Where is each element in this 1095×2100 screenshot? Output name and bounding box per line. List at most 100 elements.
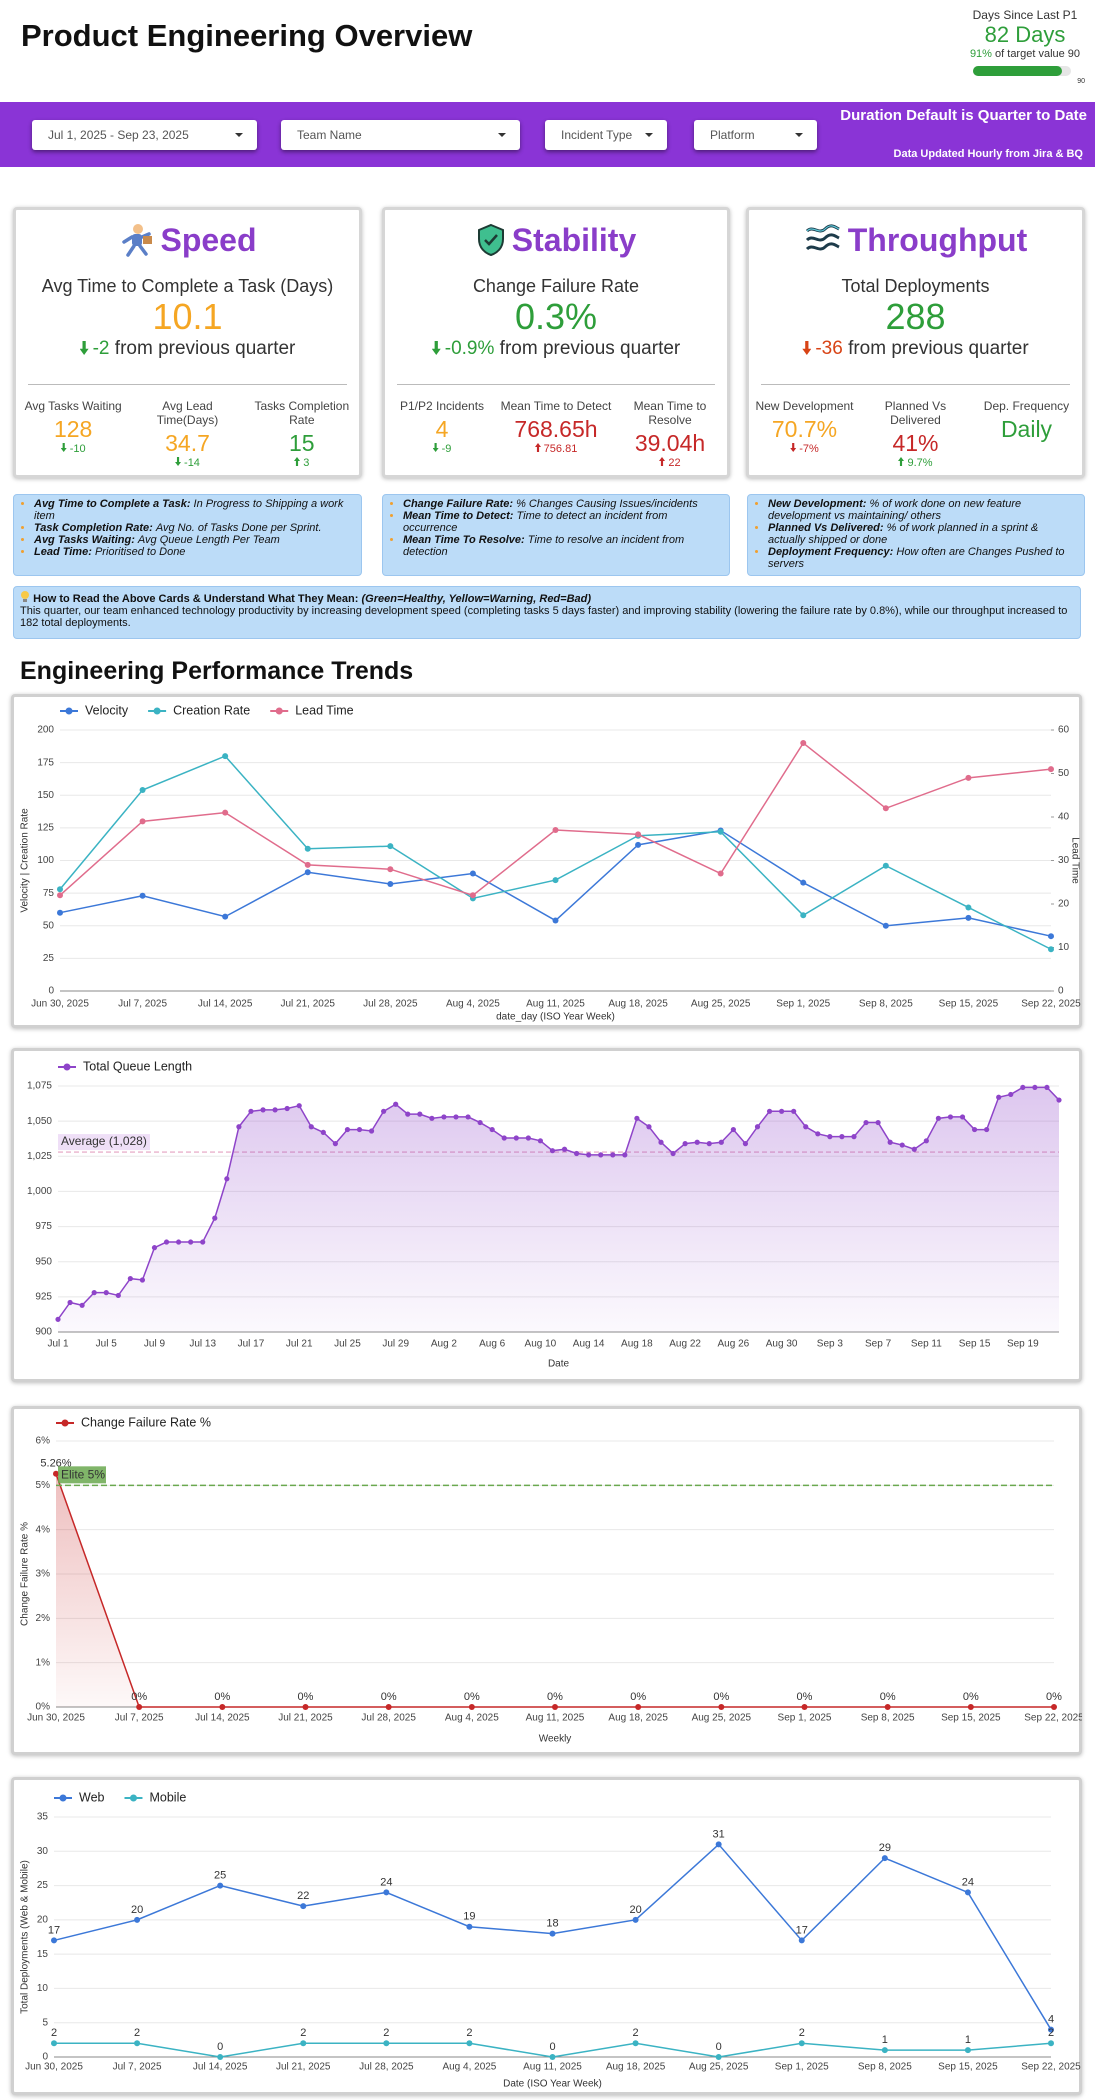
x-tick-label: Jul 28, 2025 xyxy=(361,1713,416,1724)
data-point xyxy=(965,904,972,911)
data-point xyxy=(55,1316,61,1322)
legend-marker xyxy=(63,1063,71,1071)
submetric-value: 15 xyxy=(289,430,315,456)
submetric-label: Avg Lead Time(Days) xyxy=(156,399,219,427)
note-text: % of work planned in a sprint & actually… xyxy=(768,522,1039,546)
throughput-notes: New Development: % of work done on new f… xyxy=(747,494,1085,576)
data-label: 0% xyxy=(214,1691,230,1703)
data-point xyxy=(53,1470,59,1477)
data-point xyxy=(791,1108,797,1114)
trend-arrow xyxy=(659,457,665,466)
submetric: New Development 70.7% -7% xyxy=(749,399,860,469)
y2-tick-label: 50 xyxy=(1058,768,1070,779)
submetric-delta: 3 xyxy=(303,457,310,469)
data-point xyxy=(387,843,394,850)
y-tick-label: 125 xyxy=(37,823,54,834)
x-tick-label: Sep 1, 2025 xyxy=(778,1713,832,1724)
y-tick-label: 30 xyxy=(37,1846,49,1857)
data-point xyxy=(899,1142,905,1148)
data-point xyxy=(525,1135,531,1141)
data-point xyxy=(134,2040,141,2047)
note-text: Time to resolve an incident from detecti… xyxy=(403,534,685,558)
card-metric-value: 288 xyxy=(885,296,946,337)
banner-subtitle: Data Updated Hourly from Jira & BQ xyxy=(893,148,1083,160)
card-header: Stability xyxy=(385,220,727,260)
date-range-filter[interactable]: Jul 1, 2025 - Sep 23, 2025 xyxy=(32,120,257,150)
submetric-delta: 9.7% xyxy=(907,457,933,469)
submetric-value: 4 xyxy=(435,416,449,442)
data-point xyxy=(717,870,724,877)
data-point xyxy=(134,1916,141,1923)
average-label: Average (1,028) xyxy=(61,1134,147,1148)
data-point xyxy=(1056,1097,1062,1103)
x-tick-label: Jul 25 xyxy=(334,1339,361,1350)
data-point xyxy=(959,1114,966,1120)
card-change: -2 from previous quarter xyxy=(16,337,359,360)
submetric-label: Mean Time to Detect xyxy=(500,399,612,413)
data-point xyxy=(552,1704,558,1710)
x-tick-label: Aug 26 xyxy=(718,1339,750,1350)
data-point xyxy=(730,1126,736,1133)
y2-tick-label: 60 xyxy=(1058,725,1070,736)
legend-label: Total Queue Length xyxy=(83,1059,192,1073)
submetric-value: 41% xyxy=(892,430,939,456)
data-point xyxy=(468,1704,475,1710)
note-list: Change Failure Rate: % Changes Causing I… xyxy=(389,498,723,558)
x-tick-label: Sep 22, 2025 xyxy=(1021,999,1081,1010)
speed-notes: Avg Time to Complete a Task: In Progress… xyxy=(13,494,362,576)
data-point xyxy=(308,1124,314,1130)
team-filter[interactable]: Team Name xyxy=(281,120,520,150)
note-item: Deployment Frequency: How often are Chan… xyxy=(768,546,1078,570)
incident-type-filter[interactable]: Incident Type xyxy=(545,120,667,150)
data-point xyxy=(996,1094,1002,1100)
data-point xyxy=(57,909,63,916)
legend-label: Mobile xyxy=(149,1790,186,1804)
filter-bar: Jul 1, 2025 - Sep 23, 2025 Team Name Inc… xyxy=(0,102,1095,167)
data-point xyxy=(798,1937,805,1944)
submetric: Tasks Completion Rate 15 3 xyxy=(245,399,359,469)
platform-filter[interactable]: Platform xyxy=(694,120,817,150)
data-label: 0 xyxy=(217,2041,223,2053)
y-tick-label: 3% xyxy=(36,1569,51,1580)
y-tick-label: 1% xyxy=(36,1657,51,1668)
data-point xyxy=(302,1704,309,1710)
y-tick-label: 1,075 xyxy=(27,1081,52,1092)
data-point xyxy=(222,809,229,816)
card-metric-label: Avg Time to Complete a Task (Days) xyxy=(41,276,334,296)
data-label: 17 xyxy=(48,1924,60,1936)
average-label-bg xyxy=(58,1134,150,1151)
data-label: 22 xyxy=(297,1890,309,1902)
how-to-heading-row: How to Read the Above Cards & Understand… xyxy=(20,591,1074,605)
submetric-label: Dep. Frequency xyxy=(983,399,1070,413)
section-title: Engineering Performance Trends xyxy=(20,657,414,685)
data-point xyxy=(429,1115,435,1121)
trend-arrow xyxy=(175,457,182,466)
y-axis-label: Velocity | Creation Rate xyxy=(20,808,31,913)
y-tick-label: 925 xyxy=(35,1291,52,1302)
note-text: How often are Changes Pushed to servers xyxy=(768,546,1065,570)
data-point xyxy=(635,841,642,848)
data-point xyxy=(304,861,311,868)
data-point xyxy=(1020,1084,1026,1091)
speed-card: Speed Avg Time to Complete a Task (Days)… xyxy=(13,207,362,478)
data-label: 17 xyxy=(796,1924,808,1936)
data-point xyxy=(549,1148,556,1154)
data-point xyxy=(1032,1084,1038,1091)
trend-arrow xyxy=(431,341,441,355)
data-point xyxy=(356,1126,363,1133)
x-tick-label: Jul 13 xyxy=(189,1339,216,1350)
how-to-legend: (Green=Healthy, Yellow=Warning, Red=Bad) xyxy=(361,593,592,605)
submetric-value: 34.7 xyxy=(165,430,210,456)
data-point xyxy=(300,2040,307,2047)
note-term: Mean Time To Resolve: xyxy=(403,534,525,546)
x-tick-label: Aug 4, 2025 xyxy=(446,999,500,1010)
note-item: Avg Tasks Waiting: Avg Queue Length Per … xyxy=(34,534,355,546)
data-point xyxy=(163,1239,170,1245)
y-tick-label: 0 xyxy=(42,2052,48,2063)
data-point xyxy=(766,1108,773,1114)
card-title: Throughput xyxy=(847,221,1028,258)
data-point xyxy=(139,818,146,825)
submetric-delta: 756.81 xyxy=(543,443,578,455)
